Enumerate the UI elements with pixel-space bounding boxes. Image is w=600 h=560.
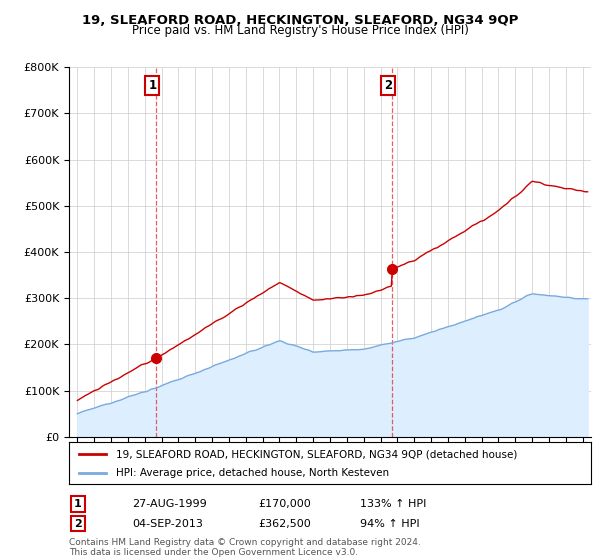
Text: 19, SLEAFORD ROAD, HECKINGTON, SLEAFORD, NG34 9QP (detached house): 19, SLEAFORD ROAD, HECKINGTON, SLEAFORD,… [116,449,517,459]
Text: 2: 2 [385,79,392,92]
Text: 04-SEP-2013: 04-SEP-2013 [132,519,203,529]
Text: £170,000: £170,000 [258,499,311,509]
Text: 1: 1 [74,499,82,509]
Text: 94% ↑ HPI: 94% ↑ HPI [360,519,419,529]
Text: 2: 2 [74,519,82,529]
Text: £362,500: £362,500 [258,519,311,529]
Text: 133% ↑ HPI: 133% ↑ HPI [360,499,427,509]
Text: 1: 1 [148,79,157,92]
Text: HPI: Average price, detached house, North Kesteven: HPI: Average price, detached house, Nort… [116,468,389,478]
Text: Contains HM Land Registry data © Crown copyright and database right 2024.
This d: Contains HM Land Registry data © Crown c… [69,538,421,557]
Text: 19, SLEAFORD ROAD, HECKINGTON, SLEAFORD, NG34 9QP: 19, SLEAFORD ROAD, HECKINGTON, SLEAFORD,… [82,14,518,27]
Text: Price paid vs. HM Land Registry's House Price Index (HPI): Price paid vs. HM Land Registry's House … [131,24,469,37]
Text: 27-AUG-1999: 27-AUG-1999 [132,499,207,509]
